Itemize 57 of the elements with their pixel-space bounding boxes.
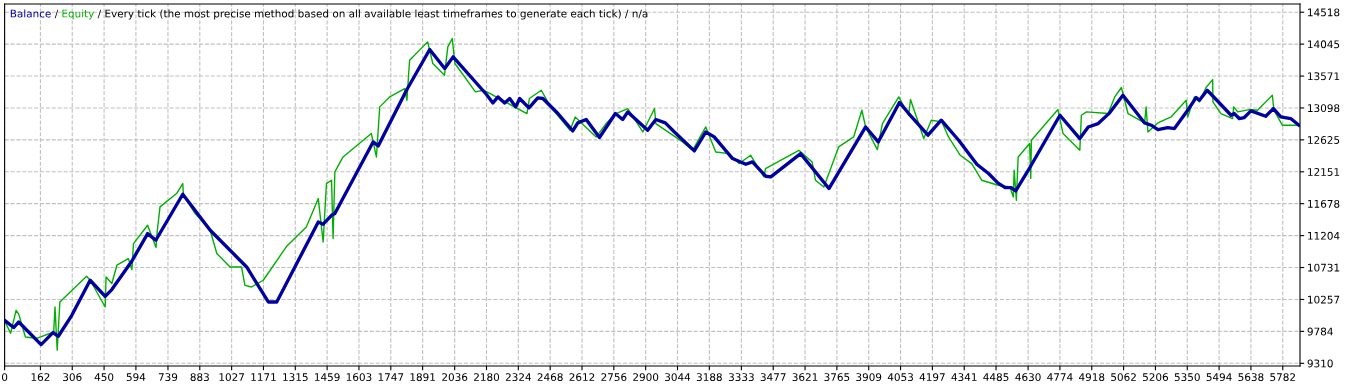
x-tick-label: 5782 xyxy=(1270,373,1295,382)
x-tick-label: 162 xyxy=(31,373,50,382)
x-tick-label: 4774 xyxy=(1047,373,1073,381)
x-tick-label: 1747 xyxy=(378,373,404,381)
x-tick-label: 4918 xyxy=(1079,373,1105,382)
x-tick-label: 739 xyxy=(158,373,178,382)
y-tick-label: 13571 xyxy=(1308,72,1340,81)
x-tick-label: 1027 xyxy=(219,373,244,382)
y-tick-label: 9310 xyxy=(1307,359,1333,368)
x-tick-label: 3909 xyxy=(856,373,882,382)
text: / Every tick (the most precise method based on all available least timeframes to generate each tick) / n/a xyxy=(97,9,648,20)
x-tick-label: 1459 xyxy=(315,373,340,382)
x-tick-label: 3188 xyxy=(696,373,722,382)
y-tick-label: 14518 xyxy=(1308,8,1340,17)
x-tick-label: 2756 xyxy=(601,373,627,382)
x-tick-label: 5494 xyxy=(1206,373,1232,382)
x-tick-label: 4630 xyxy=(1015,373,1041,382)
x-tick-label: 4341 xyxy=(951,373,977,382)
x-tick-label: 1603 xyxy=(346,373,372,382)
x-tick-label: 4197 xyxy=(919,373,945,382)
x-tick-label: 0 xyxy=(1,373,8,382)
y-tick-label: 14045 xyxy=(1308,40,1340,49)
x-tick-label: 2180 xyxy=(474,373,500,382)
x-tick-label: 594 xyxy=(126,373,146,382)
y-tick-label: 13098 xyxy=(1308,104,1340,113)
x-tick-label: 1891 xyxy=(410,373,435,382)
y-tick-label: 12625 xyxy=(1308,136,1340,144)
x-tick-label: 4485 xyxy=(983,373,1009,382)
y-tick-label: 9784 xyxy=(1307,327,1333,336)
x-tick-label: 5638 xyxy=(1238,373,1264,382)
x-tick-label: 2900 xyxy=(633,373,659,382)
x-tick-label: 306 xyxy=(63,373,82,382)
x-tick-label: 5062 xyxy=(1111,373,1136,382)
x-tick-label: 5206 xyxy=(1142,373,1169,382)
x-tick-label: 3765 xyxy=(824,373,850,382)
text: Balance xyxy=(10,9,51,18)
y-tick-label: 10731 xyxy=(1308,263,1340,272)
annotation: / xyxy=(54,9,59,19)
y-tick-label: 11204 xyxy=(1308,231,1340,240)
x-tick-label: 1171 xyxy=(251,373,276,381)
x-tick-label: 3333 xyxy=(728,373,754,382)
x-tick-label: 3621 xyxy=(792,373,818,382)
x-tick-label: 3044 xyxy=(665,373,691,382)
y-tick-label: 12151 xyxy=(1308,168,1340,176)
x-tick-label: 3477 xyxy=(760,373,786,382)
x-tick-label: 5350 xyxy=(1174,373,1200,382)
x-tick-label: 2324 xyxy=(505,373,532,382)
text: Equity xyxy=(62,9,95,20)
x-tick-label: 883 xyxy=(190,373,209,382)
x-tick-label: 1315 xyxy=(283,373,308,382)
x-tick-label: 2468 xyxy=(537,373,563,382)
x-tick-label: 2036 xyxy=(442,373,468,382)
y-tick-label: 11678 xyxy=(1308,199,1340,208)
x-tick-label: 2612 xyxy=(569,373,595,382)
x-tick-label: 450 xyxy=(94,373,114,382)
y-tick-label: 10257 xyxy=(1308,295,1340,304)
x-tick-label: 4053 xyxy=(887,373,913,382)
